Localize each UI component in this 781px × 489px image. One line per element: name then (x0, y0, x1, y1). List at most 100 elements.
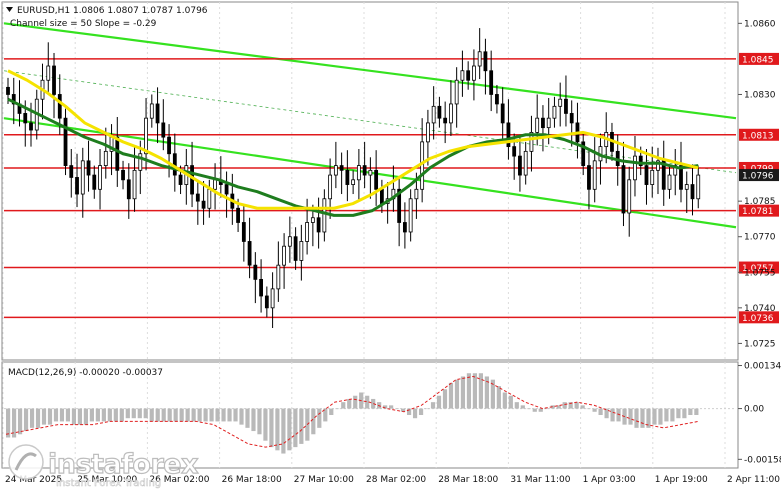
macd-bar (209, 408, 214, 422)
level-label-box (739, 169, 779, 182)
macd-bar (317, 408, 322, 428)
candle-body (201, 200, 206, 209)
macd-bar (197, 408, 202, 422)
level-lines: 1.08451.08131.07991.07961.07811.07571.07… (4, 52, 779, 324)
macd-bar (245, 408, 250, 428)
candle-body (466, 70, 471, 81)
macd-bar (173, 408, 178, 422)
candle-body (224, 184, 229, 195)
candle-body (138, 153, 143, 171)
macd-bar (287, 408, 292, 451)
price-tick-label: 1.0830 (744, 90, 776, 100)
candle-body (305, 222, 310, 242)
macd-bar (335, 408, 340, 410)
macd-bar (538, 408, 543, 412)
candle-body (293, 236, 298, 261)
macd-bar (401, 408, 406, 412)
time-axis: 24 Mar 2025 25 Mar 10:00 26 Mar 02:00 26 Ma… (5, 475, 780, 485)
candle-body (195, 193, 200, 202)
candle-body (523, 150, 528, 176)
price-axis: 1.08601.08301.07851.07701.07551.07401.07… (738, 19, 781, 465)
macd-bar (59, 408, 65, 422)
candle-body (477, 51, 482, 67)
macd-bar (550, 405, 555, 409)
macd-bar (107, 408, 112, 422)
candle-body (299, 241, 304, 261)
candle-body (264, 295, 269, 309)
candle-body (483, 51, 488, 72)
macd-bar (395, 408, 400, 410)
logo-emblem-icon (8, 444, 44, 480)
macd-bar (532, 408, 537, 412)
candle-body (437, 105, 442, 119)
candle-body (23, 113, 28, 124)
channel-line (3, 22, 737, 120)
candle-body (587, 165, 591, 190)
candle-body (495, 94, 499, 105)
macd-bar (412, 408, 418, 419)
candle-body (333, 165, 338, 176)
time-tick-label: 1 Apr 03:00 (583, 475, 636, 485)
macd-bar (634, 408, 639, 428)
macd-bar (257, 408, 262, 435)
candle-body (362, 165, 367, 176)
candle-body (253, 264, 258, 280)
macd-bar (227, 408, 232, 422)
candle-body (535, 117, 540, 133)
macd-bar (137, 408, 142, 419)
candle-body (345, 169, 350, 185)
candle-body (500, 103, 505, 124)
macd-bar (71, 408, 77, 425)
candle-body (276, 264, 281, 290)
time-tick-label: 26 Mar 02:00 (149, 475, 209, 485)
macd-bar (568, 402, 573, 409)
macd-bar (239, 408, 244, 425)
macd-bar (215, 408, 220, 422)
candle-body (126, 179, 131, 200)
candle-body (402, 222, 407, 233)
candle-body (351, 179, 356, 185)
level-label-box (739, 261, 779, 274)
collapse-triangle-icon[interactable] (6, 7, 13, 12)
candle-body (149, 103, 154, 119)
candle-body (46, 65, 51, 81)
candle-body (63, 117, 68, 166)
candle-body (368, 169, 373, 176)
price-tick-label: 1.0740 (744, 304, 776, 314)
macd-bar (185, 408, 190, 422)
candle-body (155, 103, 160, 124)
macd-bar (520, 405, 525, 409)
time-tick-label: 27 Mar 10:00 (294, 475, 354, 485)
macd-bar (598, 408, 603, 415)
candle-body (29, 122, 33, 131)
macd-bar (454, 379, 460, 409)
macd-bar (101, 408, 106, 422)
macd-bar (424, 408, 430, 410)
price-tick-label: 1.0785 (744, 197, 776, 207)
macd-bar (580, 405, 585, 409)
macd-bar (11, 408, 17, 438)
macd-bar (514, 402, 519, 409)
macd-bar (670, 408, 675, 422)
candle-body (178, 174, 183, 185)
candle-body (92, 174, 97, 190)
macd-bar (329, 408, 334, 415)
candle-body (80, 160, 85, 195)
macd-bar (23, 408, 29, 432)
candle-body (316, 217, 321, 233)
macd-bar (53, 408, 59, 422)
candle-body (6, 86, 10, 95)
candle-body (397, 188, 402, 223)
candle-body (431, 105, 436, 124)
macd-bar (251, 408, 256, 432)
candle-body (207, 188, 212, 209)
time-tick-label: 31 Mar 11:00 (510, 475, 570, 485)
candle-body (379, 188, 384, 204)
macd-bar (89, 408, 94, 422)
candle-body (69, 165, 74, 178)
candle-body (472, 65, 476, 81)
macd-bar (383, 405, 388, 409)
macd-bar (406, 408, 412, 415)
macd-bar (143, 408, 148, 419)
time-tick-label: 2 Apr 11:00 (727, 475, 780, 485)
